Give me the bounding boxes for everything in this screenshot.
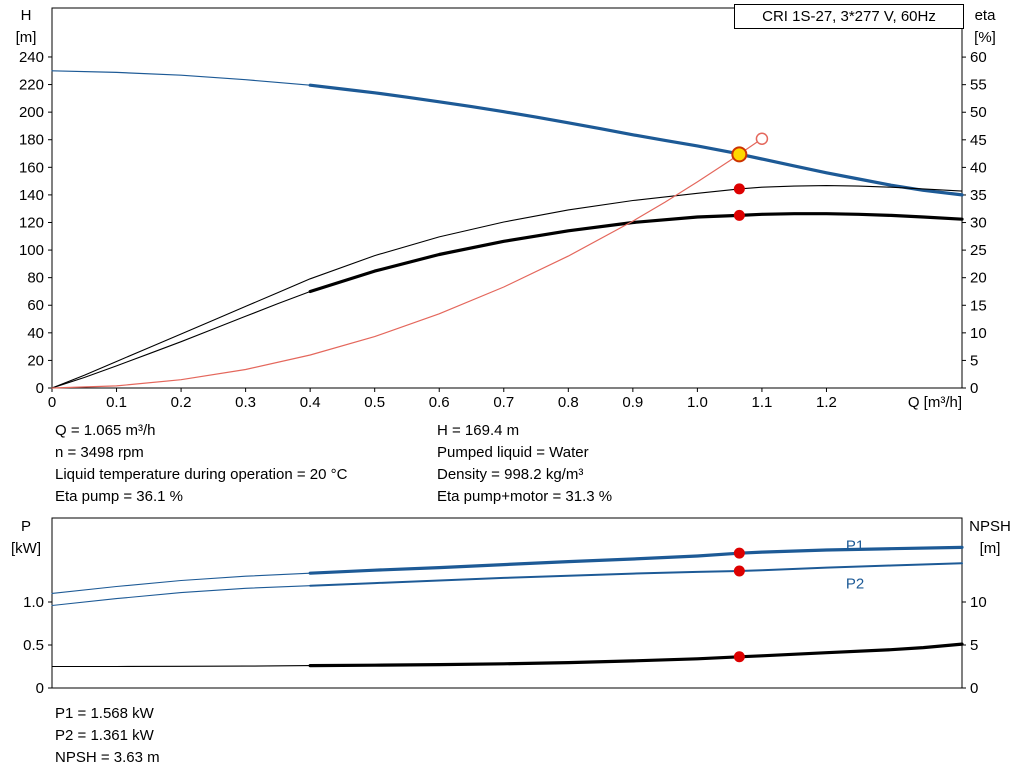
svg-text:20: 20 (970, 270, 987, 287)
p1-curve (308, 545, 964, 575)
h-axis-unit: [m] (15, 29, 37, 46)
svg-text:100: 100 (19, 242, 44, 259)
svg-text:120: 120 (19, 214, 44, 231)
h-curve-lead-in (51, 70, 311, 86)
h-curve (308, 83, 964, 197)
p2-operating-point (733, 565, 745, 577)
svg-text:0.8: 0.8 (558, 394, 579, 411)
svg-text:1.0: 1.0 (687, 394, 708, 411)
svg-text:0: 0 (48, 394, 56, 411)
npsh-operating-point (733, 651, 745, 663)
p-axis-unit: [kW] (11, 540, 41, 557)
svg-text:0: 0 (970, 380, 978, 397)
svg-text:0: 0 (970, 680, 978, 697)
svg-text:20: 20 (27, 352, 44, 369)
p-axis-label: P [kW] (4, 516, 48, 560)
eta-axis-unit: [%] (974, 29, 996, 46)
model-title-box: CRI 1S-27, 3*277 V, 60Hz (734, 4, 964, 29)
detail-density: Density = 998.2 kg/m³ (437, 466, 584, 483)
svg-text:5: 5 (970, 637, 978, 654)
eta-axis-label: eta [%] (963, 5, 1007, 49)
detail-speed: n = 3498 rpm (55, 444, 144, 461)
svg-text:0.7: 0.7 (493, 394, 514, 411)
svg-text:10: 10 (970, 325, 987, 342)
p1-operating-point (733, 547, 745, 559)
detail-eta-pump-motor: Eta pump+motor = 31.3 % (437, 488, 613, 505)
eta-pump-operating-point (733, 183, 745, 195)
qh-eta-chart: 0 0.1 0.2 0.3 0.4 0.5 0.6 0.7 0.8 0.9 1.0 1.1 1.2 0 20… (19, 7, 987, 411)
series-label-p2: P2 (846, 575, 864, 592)
h-axis-label: H [m] (6, 5, 46, 49)
eta-pump-motor-curve (308, 212, 964, 294)
svg-text:45: 45 (970, 132, 987, 149)
npsh-axis-symbol: NPSH (969, 518, 1011, 535)
svg-text:0: 0 (36, 380, 44, 397)
npsh-curve (308, 642, 964, 668)
model-title: CRI 1S-27, 3*277 V, 60Hz (762, 8, 936, 25)
svg-text:60: 60 (27, 297, 44, 314)
p2-curve (309, 562, 963, 587)
detail-eta-pump: Eta pump = 36.1 % (55, 488, 183, 505)
svg-text:0: 0 (36, 680, 44, 697)
detail-p1: P1 = 1.568 kW (55, 705, 154, 722)
svg-text:55: 55 (970, 77, 987, 94)
detail-liquid-temperature: Liquid temperature during operation = 20… (55, 466, 348, 483)
p-axis-symbol: P (20, 518, 31, 535)
p1-lead-in (51, 572, 311, 594)
svg-text:140: 140 (19, 187, 44, 204)
svg-text:80: 80 (27, 270, 44, 287)
series-label-p1: P1 (846, 537, 864, 554)
svg-text:0.3: 0.3 (235, 394, 256, 411)
svg-text:0.2: 0.2 (171, 394, 192, 411)
npsh-lead-in (51, 665, 311, 668)
duty-point (731, 146, 748, 163)
svg-text:1.1: 1.1 (751, 394, 772, 411)
eta-pump-motor-operating-point (733, 209, 745, 221)
system-curve (51, 138, 763, 389)
eta-pump-motor-lead-in (51, 290, 311, 389)
eta-axis-symbol: eta (974, 7, 996, 24)
detail-head: H = 169.4 m (437, 422, 520, 439)
svg-text:50: 50 (970, 104, 987, 121)
npsh-axis-label: NPSH [m] (958, 516, 1022, 560)
svg-text:1.0: 1.0 (23, 594, 44, 611)
svg-text:1.2: 1.2 (816, 394, 837, 411)
h-axis-symbol: H (20, 7, 32, 24)
svg-text:25: 25 (970, 242, 987, 259)
svg-text:0.1: 0.1 (106, 394, 127, 411)
svg-text:0.9: 0.9 (622, 394, 643, 411)
svg-text:220: 220 (19, 77, 44, 94)
rated-point-open (755, 132, 769, 146)
svg-text:60: 60 (970, 49, 987, 66)
svg-text:35: 35 (970, 187, 987, 204)
power-npsh-chart: 0 0.5 1.0 0 5 10 P1 P2 (23, 517, 987, 697)
svg-text:0.4: 0.4 (300, 394, 321, 411)
svg-text:30: 30 (970, 215, 987, 232)
svg-text:180: 180 (19, 132, 44, 149)
eta-pump-curve (51, 185, 963, 389)
detail-p2: P2 = 1.361 kW (55, 727, 154, 744)
svg-text:5: 5 (970, 352, 978, 369)
q-axis-label: Q [m³/h] (907, 394, 962, 411)
svg-text:40: 40 (970, 159, 987, 176)
svg-text:40: 40 (27, 325, 44, 342)
svg-text:10: 10 (970, 594, 987, 611)
svg-text:15: 15 (970, 297, 987, 314)
svg-text:0.5: 0.5 (364, 394, 385, 411)
detail-pumped-liquid: Pumped liquid = Water (437, 444, 589, 461)
detail-q: Q = 1.065 m³/h (55, 422, 156, 439)
npsh-axis-unit: [m] (979, 540, 1001, 557)
detail-npsh: NPSH = 3.63 m (55, 749, 160, 766)
p2-lead-in (51, 585, 311, 607)
svg-text:200: 200 (19, 104, 44, 121)
svg-text:0.6: 0.6 (429, 394, 450, 411)
svg-text:160: 160 (19, 159, 44, 176)
svg-text:0.5: 0.5 (23, 637, 44, 654)
svg-text:240: 240 (19, 49, 44, 66)
